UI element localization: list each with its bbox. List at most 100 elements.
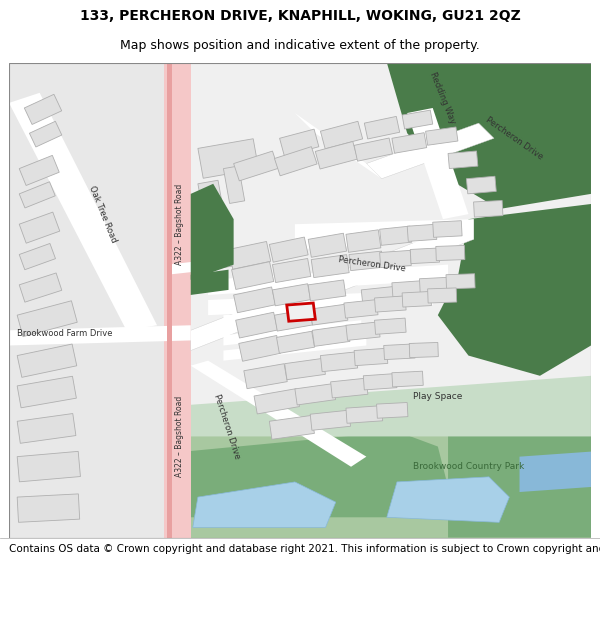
Polygon shape [191, 269, 229, 295]
Bar [409, 342, 439, 357]
Bar [308, 233, 347, 258]
Bar [233, 287, 275, 312]
Bar [466, 176, 496, 194]
Polygon shape [520, 452, 591, 492]
Bar [354, 348, 388, 366]
Bar [428, 288, 457, 303]
Bar [346, 406, 383, 423]
Bar [277, 331, 314, 353]
Bar [374, 318, 406, 334]
Polygon shape [9, 325, 191, 346]
Bar [198, 139, 259, 178]
Bar [402, 110, 433, 129]
Bar [284, 358, 325, 379]
Polygon shape [9, 93, 157, 331]
Polygon shape [191, 184, 233, 280]
Polygon shape [367, 123, 494, 179]
Polygon shape [223, 320, 361, 346]
Text: Brookwood Country Park: Brookwood Country Park [413, 462, 524, 471]
Bar [17, 414, 76, 443]
Bar [29, 121, 62, 147]
Bar [364, 374, 397, 390]
Text: 133, PERCHERON DRIVE, KNAPHILL, WOKING, GU21 2QZ: 133, PERCHERON DRIVE, KNAPHILL, WOKING, … [80, 9, 520, 22]
Polygon shape [193, 482, 336, 528]
Bar [233, 151, 278, 181]
Bar [374, 296, 406, 312]
Text: Contains OS data © Crown copyright and database right 2021. This information is : Contains OS data © Crown copyright and d… [9, 544, 600, 554]
Bar [392, 281, 424, 297]
Bar [208, 226, 235, 269]
Text: Map shows position and indicative extent of the property.: Map shows position and indicative extent… [120, 39, 480, 51]
Bar [436, 246, 465, 261]
Bar [19, 182, 55, 208]
Bar [392, 132, 427, 153]
Bar [17, 376, 76, 408]
Bar [361, 286, 395, 305]
Bar [311, 254, 349, 278]
Polygon shape [191, 361, 367, 467]
Polygon shape [9, 62, 164, 538]
Bar [312, 326, 350, 346]
Polygon shape [223, 336, 367, 361]
Bar [380, 226, 412, 246]
Text: Percheron Drive: Percheron Drive [484, 115, 545, 161]
Bar [308, 280, 346, 301]
Bar [17, 301, 77, 337]
Bar [346, 322, 380, 341]
Bar [19, 156, 59, 186]
Text: Oak Tree Road: Oak Tree Road [88, 184, 118, 244]
Polygon shape [438, 204, 591, 376]
Polygon shape [172, 376, 591, 436]
Bar [19, 244, 56, 270]
Bar [320, 121, 362, 149]
Bar [254, 389, 299, 414]
Bar [310, 304, 348, 325]
Text: Percheron Drive: Percheron Drive [212, 392, 241, 460]
Bar [272, 259, 311, 282]
Polygon shape [387, 62, 591, 209]
Polygon shape [9, 436, 591, 538]
Text: Brookwood Farm Drive: Brookwood Farm Drive [17, 329, 113, 338]
Bar [402, 291, 431, 307]
Bar [331, 378, 368, 398]
Bar [244, 364, 287, 389]
Bar [425, 127, 458, 145]
Text: Percheron Drive: Percheron Drive [337, 256, 406, 274]
Polygon shape [208, 290, 433, 315]
Bar [223, 166, 245, 204]
Bar [354, 138, 392, 161]
Bar [310, 410, 350, 430]
Bar [349, 251, 383, 271]
Bar [236, 312, 277, 338]
Bar [272, 284, 310, 306]
Bar [274, 309, 313, 331]
Text: Play Space: Play Space [413, 391, 463, 401]
Polygon shape [448, 406, 591, 538]
Bar [17, 494, 80, 522]
Polygon shape [9, 62, 591, 538]
Bar [320, 352, 358, 372]
Bar [433, 221, 462, 238]
Polygon shape [287, 303, 316, 321]
Bar [380, 251, 411, 268]
Polygon shape [295, 219, 473, 249]
Text: A322 – Bagshot Road: A322 – Bagshot Road [175, 184, 184, 265]
Bar [17, 344, 77, 377]
Bar [346, 230, 381, 253]
Polygon shape [131, 431, 448, 518]
Polygon shape [387, 477, 509, 522]
Polygon shape [208, 264, 448, 295]
Bar [384, 344, 415, 359]
Bar [377, 402, 408, 418]
Polygon shape [223, 310, 305, 325]
Bar [316, 141, 358, 169]
Bar [419, 278, 449, 293]
Bar [392, 371, 423, 387]
Bar [19, 212, 60, 243]
Bar [473, 201, 503, 217]
Polygon shape [407, 108, 469, 219]
Text: Redding Way: Redding Way [428, 71, 457, 125]
Bar [229, 241, 271, 269]
Bar [448, 151, 478, 169]
Bar [239, 336, 281, 361]
